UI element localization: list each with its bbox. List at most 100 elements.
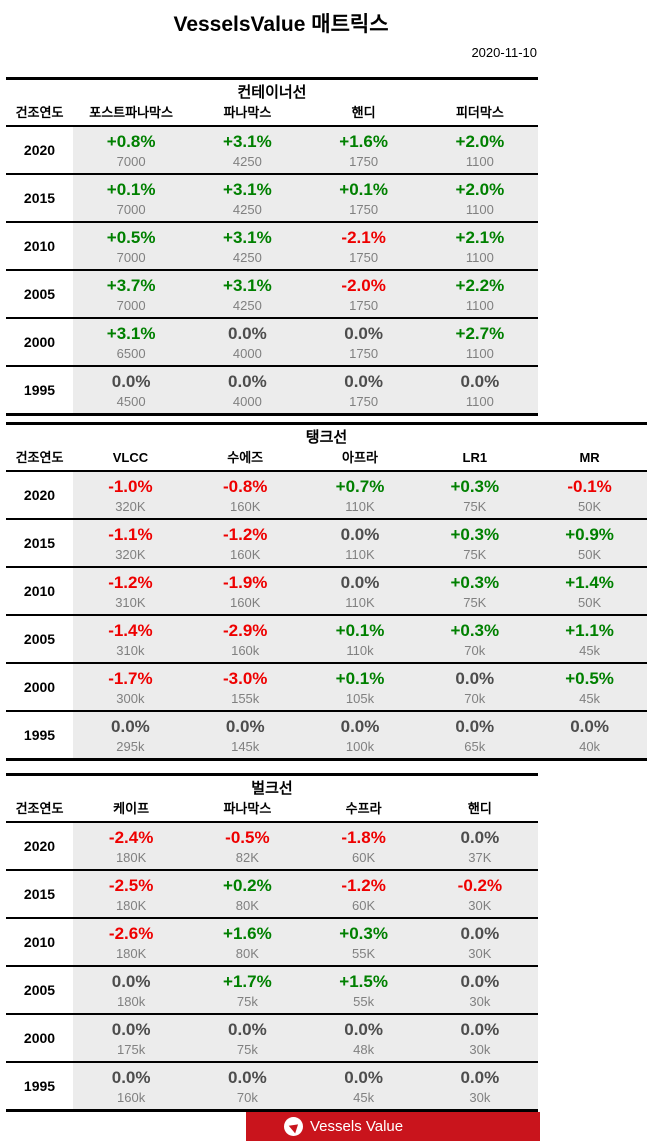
row-cells: +0.5% 7000 +3.1% 4250 -2.1% 1750 +2.1% 1100 [73, 223, 538, 269]
data-cell: 0.0% 110K [303, 520, 418, 566]
table-row: 2010 +0.5% 7000 +3.1% 4250 -2.1% 1750 +2.1% 1100 [6, 223, 538, 271]
row-cells: 0.0% 175k 0.0% 75k 0.0% 48k 0.0% 30k [73, 1015, 538, 1061]
vessel-size-value: 70k [236, 1090, 258, 1105]
vessel-size-value: 320K [115, 499, 146, 514]
percent-change: 0.0% [228, 1068, 267, 1087]
table-row: 2000 +3.1% 6500 0.0% 4000 0.0% 1750 +2.7% 1100 [6, 319, 538, 367]
vessel-size-value: 180K [115, 946, 147, 961]
column-header: LR1 [462, 450, 488, 465]
percent-change: 0.0% [570, 717, 609, 736]
data-cell: +1.4% 50K [532, 568, 647, 614]
vessel-size-value: 70k [464, 691, 486, 706]
percent-change: 0.0% [460, 924, 500, 943]
percent-change: 0.0% [228, 1020, 267, 1039]
vessel-size-value: 30k [469, 994, 491, 1009]
vessel-size-value: 55K [352, 946, 376, 961]
row-cells: 0.0% 4500 0.0% 4000 0.0% 1750 0.0% 1100 [73, 367, 538, 413]
vessel-size-value: 100k [345, 739, 375, 754]
percent-change: 0.0% [228, 372, 267, 391]
vessel-size-value: 75k [236, 1042, 258, 1057]
percent-change: +1.7% [223, 972, 272, 991]
percent-change: +2.7% [455, 324, 505, 343]
percent-change: +3.1% [223, 276, 272, 295]
table-row: 2010 -1.2% 310K -1.9% 160K 0.0% 110K +0.3% 75K +1… [6, 568, 647, 616]
column-header: 피더막스 [455, 105, 504, 120]
percent-change: +0.9% [565, 525, 614, 544]
column-header-year: 건조연도 [15, 450, 64, 465]
data-cell: +0.1% 110k [303, 616, 418, 662]
vessel-size-value: 145k [231, 739, 260, 754]
data-cell: +0.3% 55K [306, 919, 422, 965]
percent-change: +0.1% [339, 180, 388, 199]
data-cell: +0.5% 45k [532, 664, 647, 710]
percent-change: -2.9% [222, 621, 268, 640]
data-cell: 0.0% 70k [417, 664, 532, 710]
vessel-size-value: 1100 [465, 250, 494, 265]
vessel-size-value: 1100 [465, 202, 494, 217]
table-row: 2020 -2.4% 180K -0.5% 82K -1.8% 60K 0.0% 37K [6, 823, 538, 871]
vessel-size-value: 180k [117, 994, 146, 1009]
column-header: 수에즈 [227, 450, 264, 465]
vessel-size-value: 110K [345, 499, 375, 514]
percent-change: +2.0% [455, 180, 505, 199]
percent-change: -1.8% [341, 828, 386, 847]
percent-change: +0.8% [106, 132, 156, 151]
year-cell: 2000 [6, 319, 73, 365]
vessel-size-value: 7000 [116, 298, 146, 313]
percent-change: 0.0% [111, 717, 150, 736]
data-cell: 0.0% 30K [422, 919, 538, 965]
percent-change: 0.0% [460, 372, 500, 391]
vessel-size-value: 105k [345, 691, 375, 706]
year-cell: 2015 [6, 520, 73, 566]
percent-change: -0.2% [457, 876, 503, 895]
data-cell: -1.0% 320K [73, 472, 188, 518]
column-header: MR [579, 450, 600, 465]
year-cell: 2005 [6, 616, 73, 662]
data-cell: +2.7% 1100 [422, 319, 538, 365]
vessel-size-value: 4250 [232, 250, 262, 265]
matrix-table-2: 탱크선 건조연도 VLCC 수에즈 아프라 LR1 MR 2020 -1.0% 320K -0.8%… [6, 422, 647, 761]
row-cells: -2.5% 180K +0.2% 80K -1.2% 60K -0.2% 30K [73, 871, 538, 917]
year-cell: 2020 [6, 472, 73, 518]
percent-change: 0.0% [460, 1068, 500, 1087]
data-cell: 0.0% 4000 [189, 367, 305, 413]
percent-change: +1.5% [339, 972, 388, 991]
vessel-size-value: 45k [353, 1090, 375, 1105]
vessel-size-value: 55k [353, 994, 375, 1009]
row-cells: 0.0% 295k 0.0% 145k 0.0% 100k 0.0% 65k 0.0% 40k [73, 712, 647, 758]
year-cell: 1995 [6, 367, 73, 413]
table-row: 2020 +0.8% 7000 +3.1% 4250 +1.6% 1750 +2.0% 1100 [6, 127, 538, 175]
data-cell: +3.1% 4250 [189, 175, 305, 221]
table-row: 2000 0.0% 175k 0.0% 75k 0.0% 48k 0.0% 30k [6, 1015, 538, 1063]
table-row: 1995 0.0% 4500 0.0% 4000 0.0% 1750 0.0% 1100 [6, 367, 538, 416]
percent-change: -2.6% [108, 924, 154, 943]
percent-change: -1.7% [108, 669, 153, 688]
vessel-size-value: 75K [463, 547, 487, 562]
vessel-size-value: 1100 [465, 394, 494, 409]
percent-change: -1.2% [108, 573, 153, 592]
vessel-size-value: 1750 [349, 154, 379, 169]
vessel-size-value: 180K [115, 898, 147, 913]
data-cell: +3.1% 4250 [189, 223, 305, 269]
data-cell: 0.0% 100k [303, 712, 418, 758]
percent-change: +0.1% [335, 669, 385, 688]
year-cell: 2005 [6, 967, 73, 1013]
percent-change: 0.0% [344, 1068, 383, 1087]
percent-change: -1.4% [108, 621, 153, 640]
row-cells: -1.0% 320K -0.8% 160K +0.7% 110K +0.3% 75K -0.1%… [73, 472, 647, 518]
percent-change: -1.0% [108, 477, 153, 496]
data-cell: +0.8% 7000 [73, 127, 189, 173]
data-cell: +0.1% 1750 [306, 175, 422, 221]
year-cell: 2010 [6, 223, 73, 269]
vessel-size-value: 4000 [232, 394, 262, 409]
data-cell: 0.0% 75k [189, 1015, 305, 1061]
vesselsvalue-logo-icon [284, 1117, 303, 1136]
vessel-size-value: 4500 [116, 394, 146, 409]
row-cells: 0.0% 180k +1.7% 75k +1.5% 55k 0.0% 30k [73, 967, 538, 1013]
data-cell: -0.2% 30K [422, 871, 538, 917]
vessel-size-value: 300k [116, 691, 145, 706]
vessel-size-value: 7000 [116, 202, 146, 217]
column-header: 파나막스 [223, 801, 272, 816]
year-cell: 2005 [6, 271, 73, 317]
data-cell: +2.2% 1100 [422, 271, 538, 317]
